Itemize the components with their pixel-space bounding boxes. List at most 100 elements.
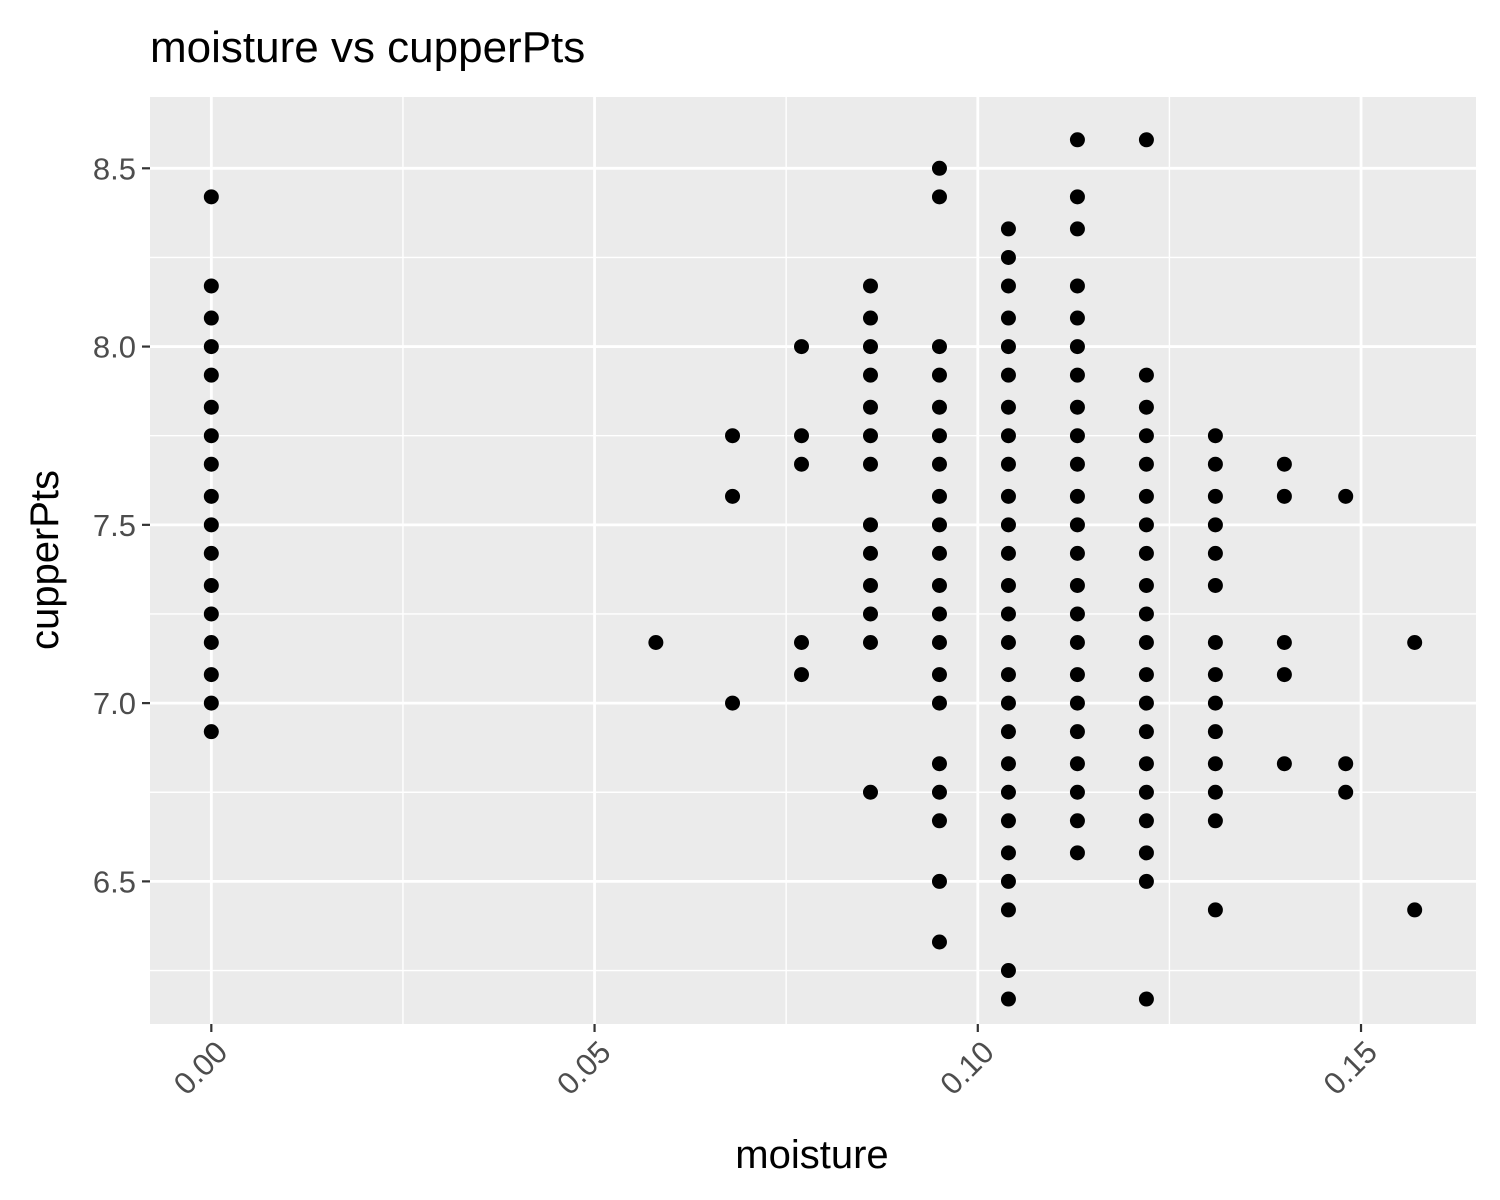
- data-point-4-5: [862, 428, 878, 444]
- data-point-0-13: [203, 635, 219, 651]
- data-point-9-13: [1207, 902, 1223, 918]
- data-point-5-9: [931, 545, 947, 561]
- data-point-7-20: [1069, 784, 1085, 800]
- data-point-9-4: [1207, 545, 1223, 561]
- data-point-7-9: [1069, 456, 1085, 472]
- data-point-0-16: [203, 724, 219, 740]
- data-point-8-7: [1138, 545, 1154, 561]
- data-point-3-4: [794, 667, 810, 683]
- data-point-9-8: [1207, 695, 1223, 711]
- data-point-3-0: [794, 339, 810, 355]
- data-point-5-19: [931, 934, 947, 950]
- data-point-5-18: [931, 873, 947, 889]
- data-point-7-19: [1069, 756, 1085, 772]
- data-point-8-19: [1138, 991, 1154, 1007]
- data-point-5-4: [931, 399, 947, 415]
- data-point-3-2: [794, 456, 810, 472]
- data-point-6-0: [1000, 221, 1016, 237]
- data-point-5-12: [931, 635, 947, 651]
- data-point-7-17: [1069, 695, 1085, 711]
- data-point-8-1: [1138, 367, 1154, 383]
- data-point-4-11: [862, 635, 878, 651]
- data-point-6-10: [1000, 517, 1016, 533]
- data-point-5-8: [931, 517, 947, 533]
- data-point-5-17: [931, 813, 947, 829]
- data-point-6-7: [1000, 428, 1016, 444]
- data-point-7-22: [1069, 845, 1085, 861]
- data-point-5-15: [931, 756, 947, 772]
- data-point-10-0: [1276, 456, 1292, 472]
- data-point-2-1: [725, 488, 741, 504]
- data-point-6-13: [1000, 606, 1016, 622]
- data-point-7-11: [1069, 517, 1085, 533]
- y-tick-label-3: 8.0: [93, 330, 136, 365]
- data-point-7-2: [1069, 221, 1085, 237]
- data-point-4-9: [862, 577, 878, 593]
- data-point-5-10: [931, 577, 947, 593]
- data-point-6-18: [1000, 756, 1016, 772]
- data-point-0-10: [203, 545, 219, 561]
- data-point-0-0: [203, 189, 219, 205]
- data-point-0-14: [203, 667, 219, 683]
- data-point-6-21: [1000, 845, 1016, 861]
- data-point-6-9: [1000, 488, 1016, 504]
- data-point-8-5: [1138, 488, 1154, 504]
- data-point-8-15: [1138, 784, 1154, 800]
- data-point-10-2: [1276, 635, 1292, 651]
- data-point-2-2: [725, 695, 741, 711]
- data-point-5-13: [931, 667, 947, 683]
- data-point-4-7: [862, 517, 878, 533]
- data-point-6-5: [1000, 367, 1016, 383]
- data-point-9-1: [1207, 456, 1223, 472]
- data-point-5-1: [931, 189, 947, 205]
- y-tick-label-0: 6.5: [93, 864, 136, 899]
- data-point-7-1: [1069, 189, 1085, 205]
- data-point-8-11: [1138, 667, 1154, 683]
- x-axis-title: moisture: [735, 1133, 888, 1177]
- data-point-0-9: [203, 517, 219, 533]
- data-point-6-4: [1000, 339, 1016, 355]
- y-axis-title: cupperPts: [23, 470, 67, 650]
- data-point-9-6: [1207, 635, 1223, 651]
- plot-panel: [150, 97, 1476, 1024]
- data-point-0-8: [203, 488, 219, 504]
- data-point-0-2: [203, 310, 219, 326]
- data-point-6-2: [1000, 278, 1016, 294]
- y-axis: 6.5 7.0 7.5 8.0 8.5: [93, 151, 150, 899]
- x-tick-label-2: 0.10: [933, 1034, 1000, 1101]
- data-point-6-14: [1000, 635, 1016, 651]
- chart-title: moisture vs cupperPts: [150, 23, 585, 72]
- data-point-4-4: [862, 399, 878, 415]
- data-point-6-11: [1000, 545, 1016, 561]
- data-point-6-16: [1000, 695, 1016, 711]
- data-point-0-5: [203, 399, 219, 415]
- data-point-7-5: [1069, 339, 1085, 355]
- data-point-11-1: [1338, 756, 1354, 772]
- data-point-0-4: [203, 367, 219, 383]
- data-point-8-13: [1138, 724, 1154, 740]
- data-point-6-3: [1000, 310, 1016, 326]
- data-point-4-3: [862, 367, 878, 383]
- data-point-11-2: [1338, 784, 1354, 800]
- data-point-0-7: [203, 456, 219, 472]
- data-point-5-3: [931, 367, 947, 383]
- data-point-0-6: [203, 428, 219, 444]
- data-point-7-16: [1069, 667, 1085, 683]
- data-point-0-15: [203, 695, 219, 711]
- data-point-8-3: [1138, 428, 1154, 444]
- data-point-6-15: [1000, 667, 1016, 683]
- data-point-9-7: [1207, 667, 1223, 683]
- x-tick-label-0: 0.00: [167, 1034, 234, 1101]
- data-point-7-4: [1069, 310, 1085, 326]
- data-point-3-3: [794, 635, 810, 651]
- x-axis: 0.00 0.05 0.10 0.15: [167, 1024, 1384, 1102]
- data-point-5-2: [931, 339, 947, 355]
- data-point-7-21: [1069, 813, 1085, 829]
- data-point-7-10: [1069, 488, 1085, 504]
- y-tick-label-4: 8.5: [93, 151, 136, 186]
- data-point-9-5: [1207, 577, 1223, 593]
- data-point-5-7: [931, 488, 947, 504]
- data-point-6-1: [1000, 249, 1016, 265]
- data-point-4-12: [862, 784, 878, 800]
